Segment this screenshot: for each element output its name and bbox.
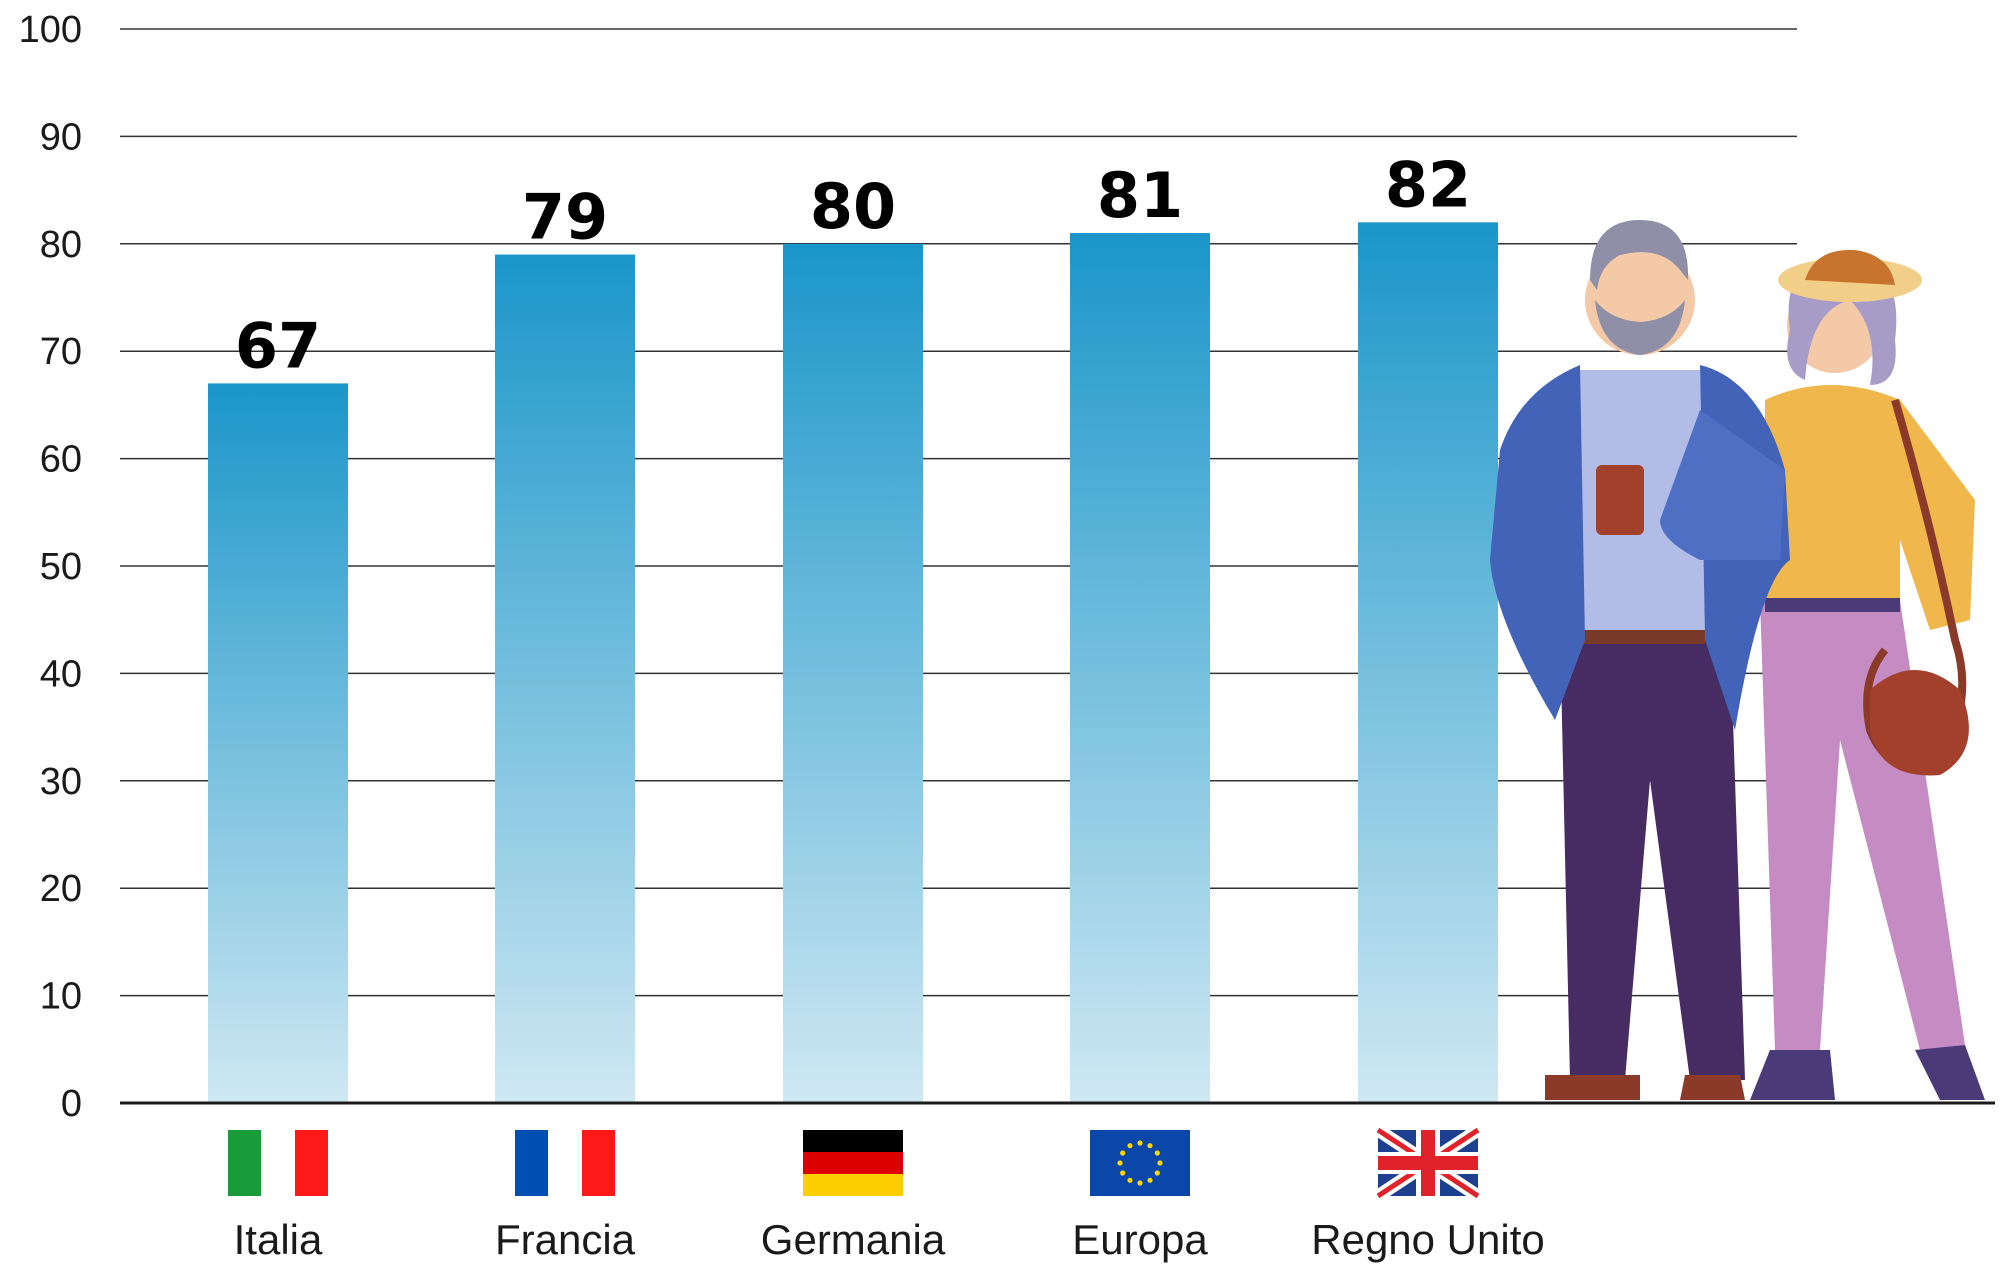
y-tick-label: 30 bbox=[40, 761, 82, 803]
uk-flag-icon bbox=[1374, 1124, 1482, 1202]
y-tick-label: 0 bbox=[61, 1083, 82, 1125]
y-tick-label: 10 bbox=[40, 976, 82, 1018]
bar-francia bbox=[495, 254, 635, 1104]
category-label: Germania bbox=[761, 1216, 946, 1263]
bar-italia bbox=[208, 383, 348, 1103]
y-tick-label: 60 bbox=[40, 439, 82, 481]
italy-flag-icon bbox=[228, 1130, 328, 1196]
bars bbox=[208, 222, 1498, 1104]
category-label: Italia bbox=[234, 1216, 323, 1263]
value-labels: 67 79 80 81 82 bbox=[235, 148, 1471, 382]
y-tick-label: 100 bbox=[19, 9, 82, 51]
category-label: Europa bbox=[1072, 1216, 1208, 1263]
bar-europa bbox=[1070, 233, 1210, 1103]
category-label: Regno Unito bbox=[1311, 1216, 1544, 1263]
woman-figure bbox=[1750, 249, 1985, 1100]
bar-germania bbox=[783, 243, 923, 1104]
y-tick-label: 40 bbox=[40, 653, 82, 695]
y-tick-label: 20 bbox=[40, 868, 82, 910]
y-tick-label: 90 bbox=[40, 116, 82, 158]
eu-flag-icon bbox=[1090, 1130, 1190, 1196]
y-tick-label: 70 bbox=[40, 331, 82, 373]
value-label: 82 bbox=[1385, 148, 1471, 221]
category-labels: Italia Francia Germania Europa Regno Unito bbox=[234, 1216, 1545, 1263]
france-flag-icon bbox=[515, 1130, 615, 1196]
y-tick-label: 50 bbox=[40, 546, 82, 588]
category-label: Francia bbox=[495, 1216, 636, 1263]
value-label: 80 bbox=[810, 170, 896, 243]
germany-flag-icon bbox=[803, 1130, 903, 1196]
flags bbox=[228, 1124, 1482, 1202]
bar-regno-unito bbox=[1358, 222, 1498, 1103]
value-label: 67 bbox=[235, 309, 321, 382]
y-axis-ticks: 0 10 20 30 40 50 60 70 80 90 100 bbox=[19, 9, 82, 1125]
value-label: 81 bbox=[1097, 159, 1183, 232]
man-figure bbox=[1490, 220, 1790, 1100]
elderly-couple-illustration bbox=[1490, 220, 1985, 1100]
y-tick-label: 80 bbox=[40, 224, 82, 266]
gridlines bbox=[120, 28, 1797, 997]
value-label: 79 bbox=[522, 181, 608, 254]
